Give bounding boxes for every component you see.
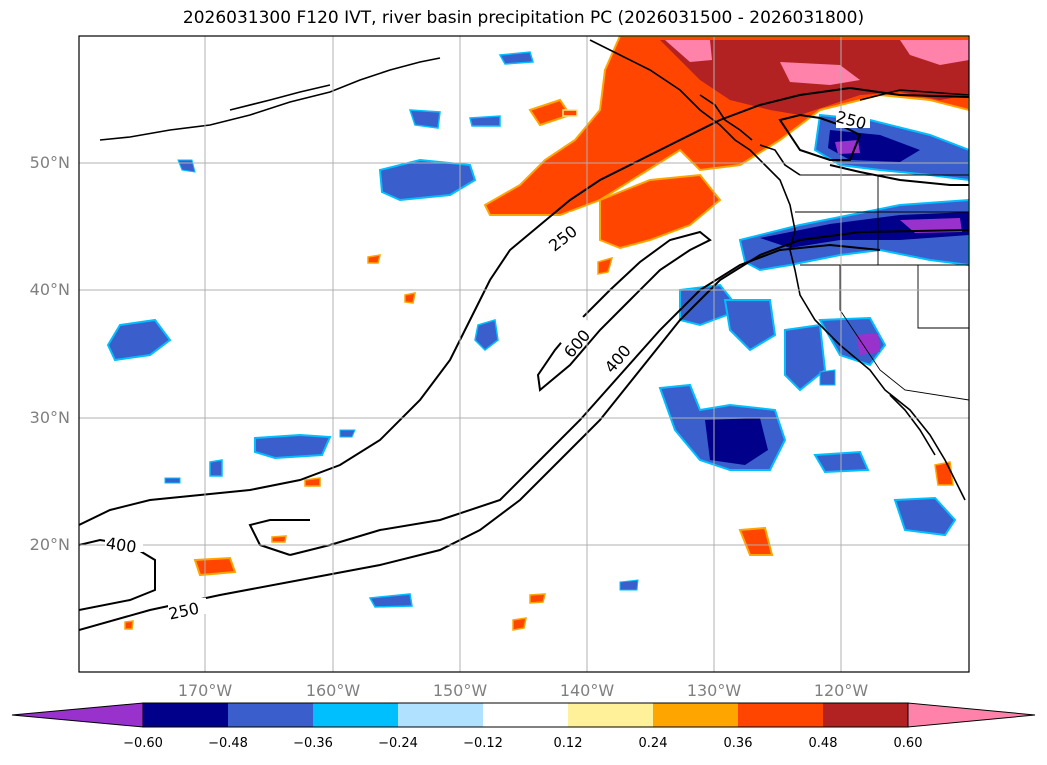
colorbar-frame (142, 702, 909, 728)
colorbar-segment (568, 703, 653, 727)
colorbar-tick-label: −0.60 (123, 736, 163, 751)
lat-label-20n: 20°N (29, 535, 70, 554)
lat-label-30n: 30°N (29, 408, 70, 427)
contour-label: 400 (105, 534, 138, 557)
lon-label-130w: 130°W (686, 681, 742, 700)
colorbar-extend-high (907, 702, 1036, 728)
colorbar-segment (143, 703, 228, 727)
lon-label-160w: 160°W (305, 681, 361, 700)
lon-label-150w: 150°W (432, 681, 488, 700)
graticule (79, 36, 969, 672)
colorbar-segment (823, 703, 908, 727)
colorbar-tick-label: −0.48 (208, 736, 248, 751)
colorbar-tick-label: 0.24 (638, 736, 668, 751)
colorbar-segment (228, 703, 313, 727)
lat-label-50n: 50°N (29, 153, 70, 172)
map-frame (78, 35, 970, 673)
colorbar-segment (483, 703, 568, 727)
positive-anomaly-fill (124, 36, 969, 631)
colorbar-tick-label: 0.60 (893, 736, 923, 751)
colorbar-segment (653, 703, 738, 727)
colorbar-tick-label: 0.36 (723, 736, 753, 751)
political-borders (795, 174, 969, 401)
map-title: 2026031300 F120 IVT, river basin precipi… (182, 8, 865, 28)
colorbar-tick-label: −0.36 (293, 736, 333, 751)
colorbar-segment (738, 703, 823, 727)
colorbar-tick-label: 0.48 (808, 736, 838, 751)
colorbar-segment (313, 703, 398, 727)
lon-label-140w: 140°W (559, 681, 615, 700)
colorbar-tick-label: 0.12 (553, 736, 583, 751)
colorbar-tick-label: −0.24 (378, 736, 418, 751)
colorbar-segment (398, 703, 483, 727)
lat-label-40n: 40°N (29, 280, 70, 299)
colorbar-extend-low (11, 702, 144, 728)
colorbar-tick-label: −0.12 (463, 736, 503, 751)
ivt-contours (79, 86, 969, 631)
colorbar (11, 702, 1036, 728)
lon-label-170w: 170°W (177, 681, 233, 700)
coastlines (99, 39, 969, 501)
lon-label-120w: 120°W (813, 681, 869, 700)
